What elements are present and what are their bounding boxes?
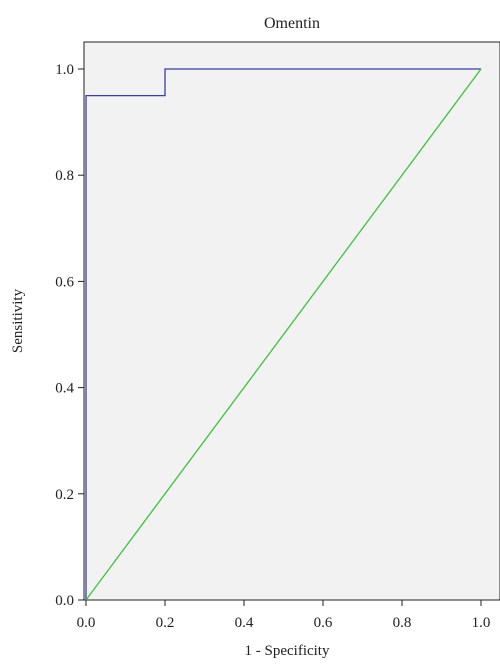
x-tick-label: 0.6: [314, 615, 333, 631]
x-tick-label: 0.2: [156, 615, 175, 631]
reference-diagonal-line: [85, 68, 482, 601]
y-tick-label: 0.2: [55, 487, 74, 503]
y-tick-label: 0.4: [55, 381, 74, 397]
plot-area: [83, 41, 500, 601]
x-tick-label: 1.0: [472, 615, 491, 631]
x-axis-label: 1 - Specificity: [245, 643, 330, 659]
y-axis-label: Sensitivity: [10, 288, 26, 353]
y-tick-label: 1.0: [55, 62, 74, 78]
series-layer: [85, 68, 482, 601]
chart-title: Omentin: [264, 15, 320, 32]
y-tick-label: 0.6: [55, 274, 74, 290]
x-axis: 0.0 0.2 0.4 0.6 0.8 1.0: [77, 600, 491, 631]
y-tick-label: 0.0: [55, 593, 74, 609]
x-tick-label: 0.4: [235, 615, 254, 631]
y-tick-label: 0.8: [55, 168, 74, 184]
roc-curve-line: [85, 68, 481, 600]
x-tick-label: 0.8: [393, 615, 412, 631]
x-tick-label: 0.0: [77, 615, 96, 631]
y-axis: 0.0 0.2 0.4 0.6 0.8 1.0: [55, 62, 84, 609]
